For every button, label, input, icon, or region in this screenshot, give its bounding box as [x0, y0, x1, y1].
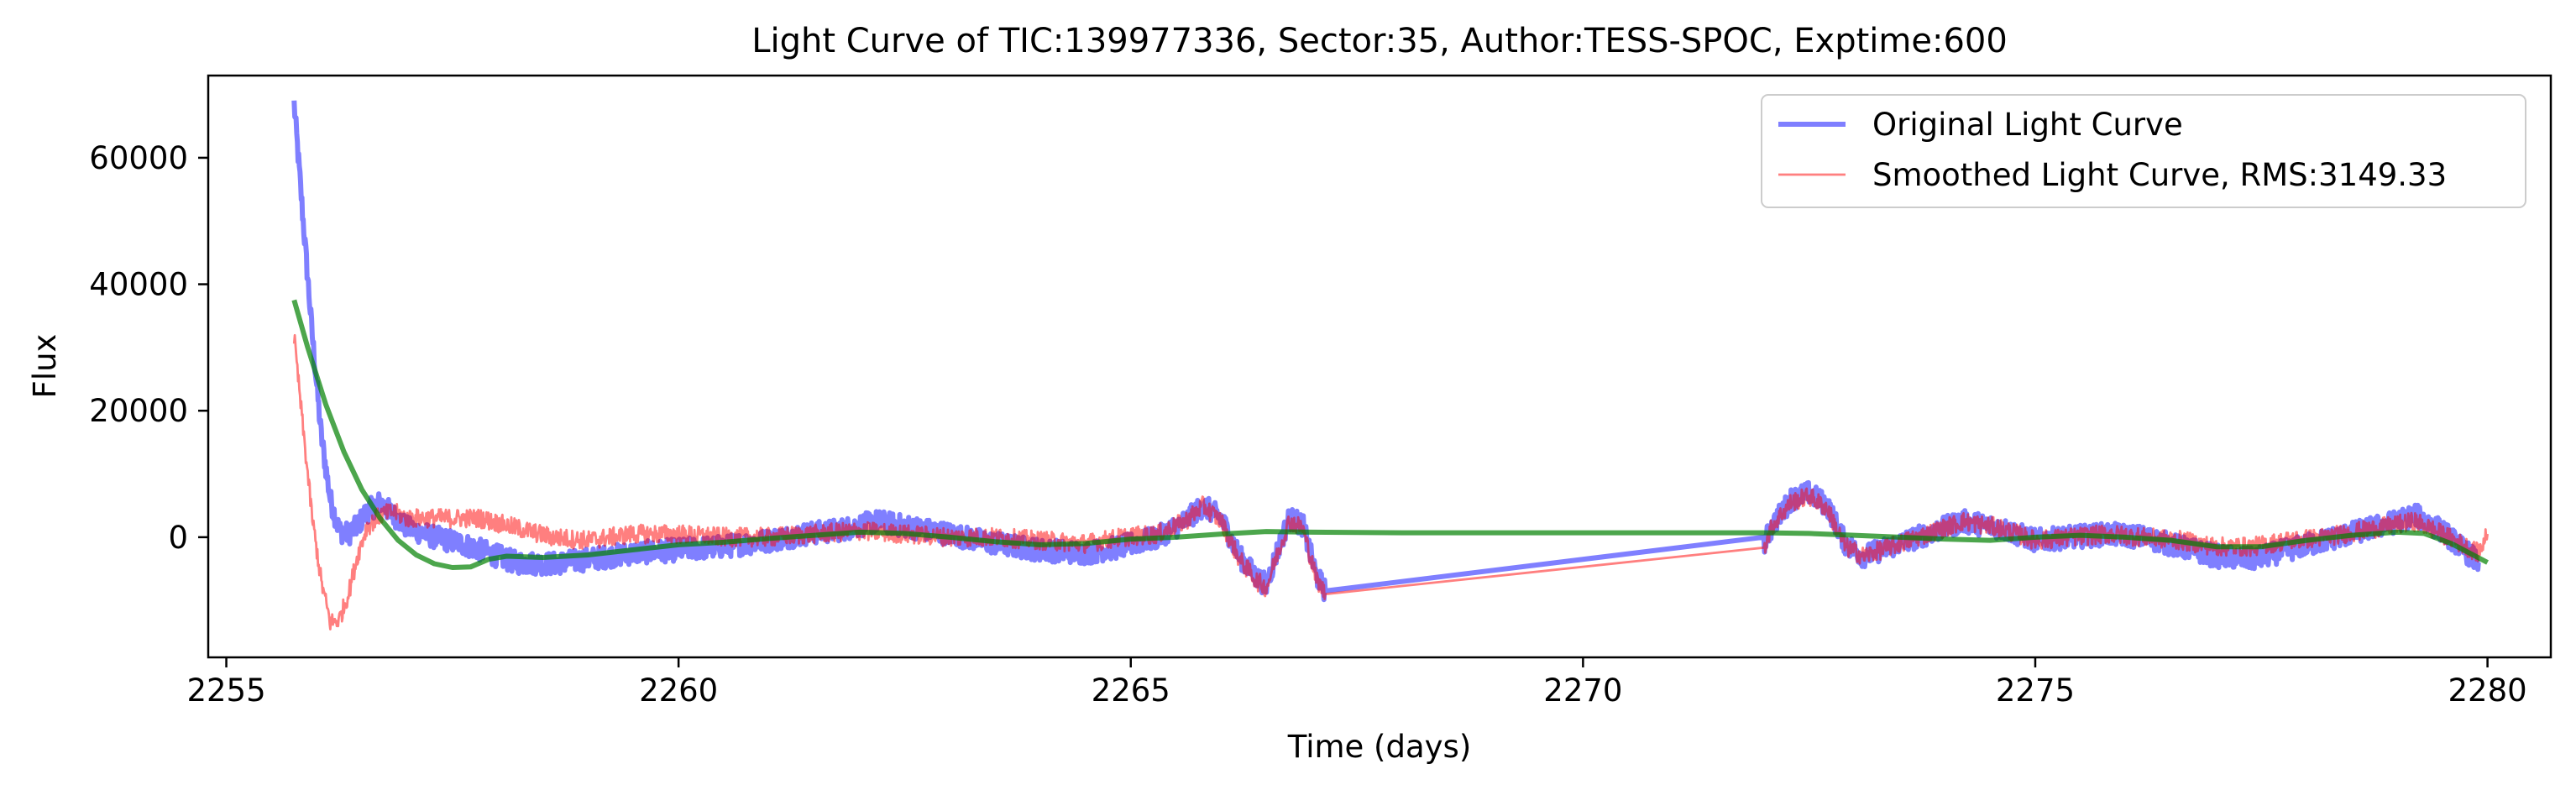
x-axis-label: Time (days) [1287, 729, 1472, 765]
plot-frame [207, 74, 2552, 659]
x-tick-label: 2260 [639, 672, 718, 709]
chart-title: Light Curve of TIC:139977336, Sector:35,… [751, 22, 2008, 60]
legend-entry: Smoothed Light Curve, RMS:3149.33 [1872, 157, 2447, 193]
series-line-2 [291, 299, 2489, 570]
x-tick-label: 2255 [186, 672, 265, 709]
y-tick-label: 40000 [89, 267, 188, 303]
x-axis: 2255 2260 2265 2270 2275 2280 [186, 657, 2527, 709]
y-tick-label: 20000 [89, 393, 188, 429]
legend: Original Light Curve Smoothed Light Curve… [1761, 94, 2526, 208]
x-tick-label: 2280 [2448, 672, 2527, 709]
y-tick-label: 60000 [89, 140, 188, 176]
x-tick-label: 2265 [1092, 672, 1170, 709]
y-axis-label: Flux [27, 334, 63, 399]
x-tick-label: 2270 [1543, 672, 1622, 709]
y-tick-label: 0 [168, 520, 188, 556]
legend-frame [1761, 94, 2526, 208]
y-axis: 0 20000 40000 60000 [89, 140, 208, 556]
series-layer [291, 100, 2489, 630]
legend-entry: Original Light Curve [1872, 107, 2183, 143]
x-tick-label: 2275 [1996, 672, 2075, 709]
